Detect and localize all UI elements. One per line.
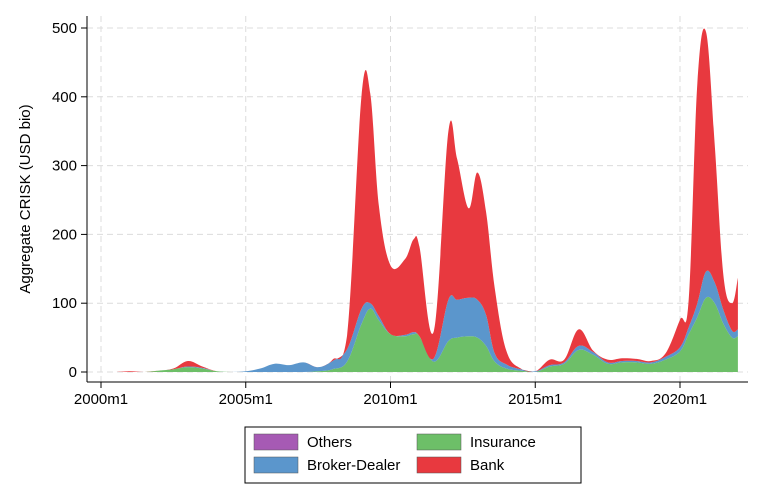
- y-tick-label-200: 200: [52, 226, 77, 243]
- legend-swatch-others: [253, 433, 299, 451]
- x-ticks: 2000m1 2005m1 2010m1 2015m1 2020m1: [74, 382, 707, 408]
- legend-label-bank: Bank: [470, 457, 505, 474]
- legend: Others Insurance Broker-Dealer Bank: [244, 426, 582, 484]
- legend-label-insurance: Insurance: [470, 434, 536, 451]
- x-tick-label-2015: 2015m1: [508, 391, 562, 408]
- legend-label-broker-dealer: Broker-Dealer: [307, 457, 400, 474]
- stacked-areas: [115, 28, 738, 373]
- area-broker-dealer: [115, 270, 738, 372]
- y-axis-title: Aggregate CRISK (USD bio): [17, 104, 34, 293]
- legend-label-others: Others: [307, 434, 352, 451]
- area-bank: [115, 28, 738, 373]
- y-tick-label-500: 500: [52, 20, 77, 37]
- legend-swatch-bank: [416, 456, 462, 474]
- legend-swatch-insurance: [416, 433, 462, 451]
- y-tick-label-400: 400: [52, 89, 77, 106]
- y-tick-label-100: 100: [52, 295, 77, 312]
- y-tick-label-300: 300: [52, 158, 77, 175]
- x-tick-label-2020: 2020m1: [653, 391, 707, 408]
- x-tick-label-2010: 2010m1: [363, 391, 417, 408]
- legend-swatch-broker-dealer: [253, 456, 299, 474]
- y-ticks: 0 100 200 300 400 500: [52, 20, 87, 381]
- x-tick-label-2005: 2005m1: [219, 391, 273, 408]
- x-tick-label-2000: 2000m1: [74, 391, 128, 408]
- axes: [86, 16, 748, 383]
- area-insurance: [115, 296, 738, 372]
- legend-box: [244, 426, 582, 484]
- gridlines: [87, 16, 748, 382]
- y-tick-label-0: 0: [69, 364, 77, 381]
